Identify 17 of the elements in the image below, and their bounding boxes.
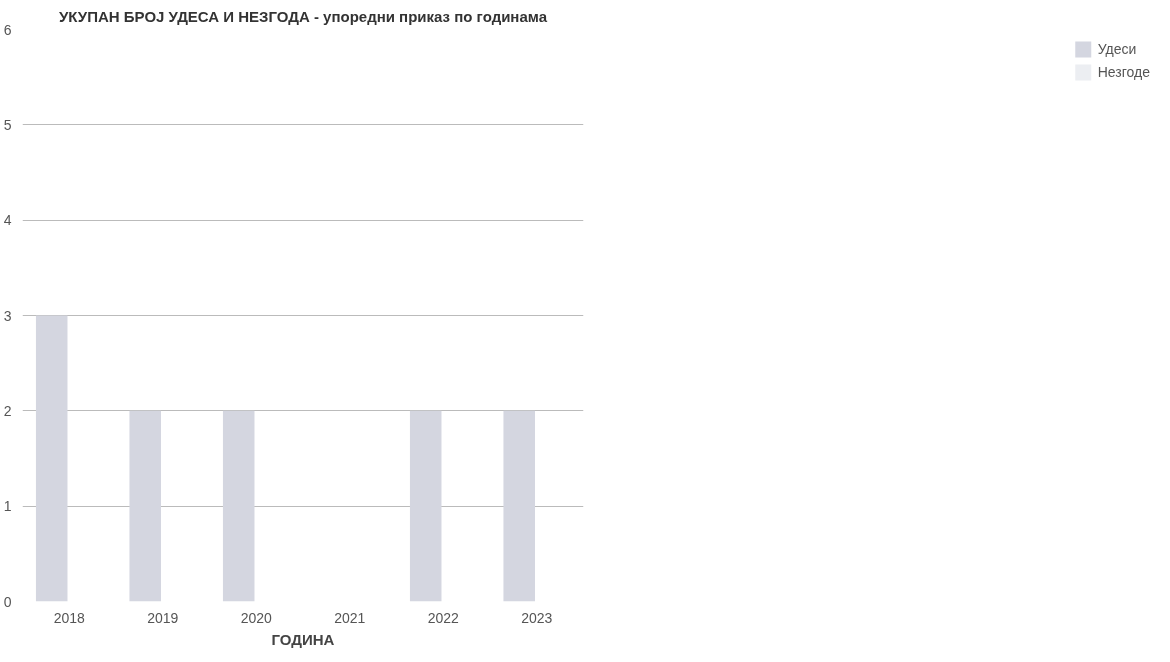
y-tick-label: 6	[3, 21, 12, 38]
x-tick-label: 2021	[334, 609, 366, 626]
x-tick-label: 2022	[427, 609, 460, 626]
x-tick-label: 2018	[53, 609, 86, 626]
y-tick-label: 1	[3, 498, 12, 515]
y-tick-label: 0	[3, 593, 12, 610]
legend-label: Удеси	[1097, 41, 1137, 57]
y-tick-label: 5	[3, 116, 12, 133]
x-tick-label: 2020	[240, 609, 273, 626]
x-axis-title: ГОДИНА	[271, 630, 335, 648]
y-tick-label: 4	[3, 212, 12, 229]
x-tick-label: 2023	[521, 609, 553, 626]
y-tick-label: 2	[3, 402, 12, 419]
chart-title: УКУПАН БРОЈ УДЕСА И НЕЗГОДА - упоредни приказ по годинама	[58, 7, 548, 25]
legend-label: Незгоде	[1097, 64, 1150, 80]
x-tick-label: 2019	[147, 609, 179, 626]
y-tick-label: 3	[3, 307, 12, 324]
